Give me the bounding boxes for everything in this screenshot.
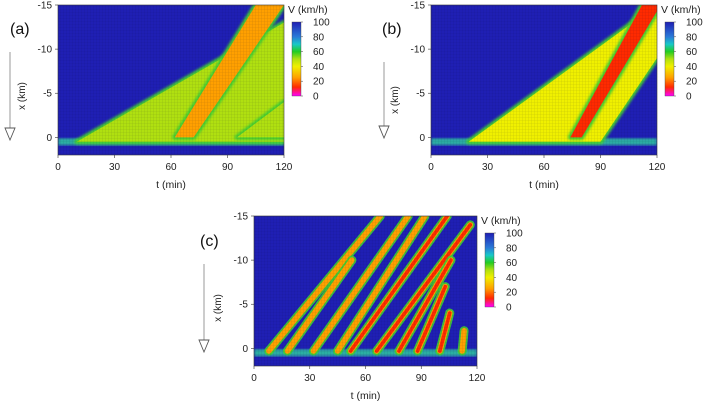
y-axis-label: x (km)	[390, 86, 401, 114]
panel-c: 0 30 60 90 120 t (min) -15 -10 -5 0 x (km) (c) V (km…	[198, 212, 523, 402]
y-tick-label: -5	[416, 89, 425, 100]
x-tick-label: 90	[222, 162, 234, 173]
x-tick-label: 0	[251, 373, 257, 384]
colorbar	[291, 21, 302, 97]
y-tick-label: -10	[411, 45, 426, 56]
direction-arrow-head	[198, 339, 210, 354]
y-axis-label: x (km)	[213, 294, 224, 322]
colorbar-tick-label: 60	[506, 258, 518, 269]
panel-label: (b)	[382, 21, 402, 38]
y-tick-label: -15	[38, 1, 53, 12]
colorbar-tick-label: 40	[313, 62, 325, 73]
y-axis-label: x (km)	[17, 82, 28, 110]
y-tick-label: -5	[43, 89, 52, 100]
x-tick-label: 0	[55, 162, 61, 173]
x-tick-label: 30	[109, 162, 121, 173]
panel-label: (c)	[200, 233, 219, 250]
colorbar-tick-label: 0	[686, 92, 692, 103]
heatmap-mesh	[254, 216, 477, 366]
x-tick-label: 120	[649, 162, 666, 173]
y-tick-label: -15	[411, 1, 426, 12]
y-tick-label: 0	[242, 344, 248, 355]
x-axis-label: t (min)	[529, 179, 559, 191]
y-tick-label: -10	[38, 45, 53, 56]
panel-b: 0 30 60 90 120 t (min) -15 -10 -5 0 x (km) (b) V (km…	[378, 1, 703, 191]
x-tick-label: 30	[482, 162, 494, 173]
colorbar-tick-label: 20	[313, 77, 325, 88]
x-tick-label: 120	[276, 162, 293, 173]
colorbar-tick-label: 80	[686, 32, 698, 43]
x-tick-label: 30	[304, 373, 316, 384]
colorbar-tick-label: 20	[506, 288, 518, 299]
heatmap-mesh	[431, 5, 657, 155]
colorbar-tick-label: 80	[313, 32, 325, 43]
direction-arrow-head	[4, 127, 16, 142]
colorbar-tick-label: 100	[506, 229, 523, 240]
colorbar-tick-label: 60	[313, 47, 325, 58]
y-tick-label: -10	[234, 256, 249, 267]
colorbar-tick-label: 0	[313, 92, 319, 103]
x-axis-label: t (min)	[351, 390, 381, 402]
y-tick-label: -15	[234, 212, 249, 223]
colorbar-tick-label: 40	[686, 62, 698, 73]
colorbar	[664, 21, 675, 97]
colorbar-tick-label: 100	[686, 18, 703, 29]
colorbar-title: V (km/h)	[481, 215, 521, 227]
x-tick-label: 90	[416, 373, 428, 384]
colorbar-title: V (km/h)	[288, 4, 328, 16]
panel-label: (a)	[10, 21, 30, 38]
x-tick-label: 90	[595, 162, 607, 173]
y-tick-label: -5	[239, 300, 248, 311]
x-axis-label: t (min)	[156, 179, 186, 191]
colorbar-tick-label: 80	[506, 243, 518, 254]
colorbar-tick-label: 20	[686, 77, 698, 88]
x-tick-label: 60	[360, 373, 372, 384]
x-tick-label: 120	[469, 373, 486, 384]
direction-arrow-head	[378, 125, 390, 140]
x-tick-label: 60	[165, 162, 177, 173]
colorbar-title: V (km/h)	[661, 4, 701, 16]
colorbar-tick-label: 60	[686, 47, 698, 58]
x-tick-label: 60	[538, 162, 550, 173]
x-tick-label: 0	[428, 162, 434, 173]
colorbar-tick-label: 40	[506, 273, 518, 284]
heatmap-mesh	[58, 5, 284, 155]
y-tick-label: 0	[46, 133, 52, 144]
colorbar-tick-label: 100	[313, 18, 330, 29]
y-tick-label: 0	[419, 133, 425, 144]
colorbar	[484, 232, 495, 308]
panel-a: 0 30 60 90 120 t (min) -15 -10 -5 0 x (km) (a) V (km…	[4, 1, 330, 191]
colorbar-tick-label: 0	[506, 303, 512, 314]
